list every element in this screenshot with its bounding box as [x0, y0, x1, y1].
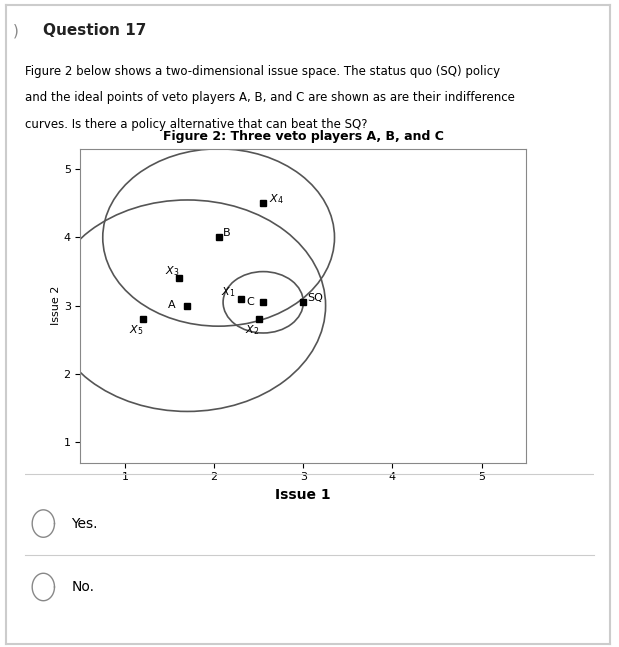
Text: $X_2$: $X_2$ [245, 324, 259, 337]
Text: $X_4$: $X_4$ [269, 192, 284, 206]
Text: curves. Is there a policy alternative that can beat the SQ?: curves. Is there a policy alternative th… [25, 118, 367, 131]
Text: A: A [168, 300, 176, 311]
Text: C: C [246, 297, 254, 307]
Text: Question 17: Question 17 [43, 23, 147, 38]
Text: and the ideal points of veto players A, B, and C are shown as are their indiffer: and the ideal points of veto players A, … [25, 91, 514, 104]
Text: No.: No. [71, 580, 94, 594]
Text: B: B [223, 228, 230, 238]
Text: $X_1$: $X_1$ [222, 285, 236, 298]
X-axis label: Issue 1: Issue 1 [275, 488, 331, 502]
Text: ): ) [12, 23, 18, 38]
Text: $X_5$: $X_5$ [129, 324, 144, 337]
Title: Figure 2: Three veto players A, B, and C: Figure 2: Three veto players A, B, and C [163, 131, 444, 144]
Text: SQ: SQ [308, 293, 323, 303]
Text: $X_3$: $X_3$ [165, 264, 179, 278]
Text: Yes.: Yes. [71, 516, 98, 531]
Y-axis label: Issue 2: Issue 2 [51, 286, 61, 325]
Text: Figure 2 below shows a two-dimensional issue space. The status quo (SQ) policy: Figure 2 below shows a two-dimensional i… [25, 65, 500, 78]
